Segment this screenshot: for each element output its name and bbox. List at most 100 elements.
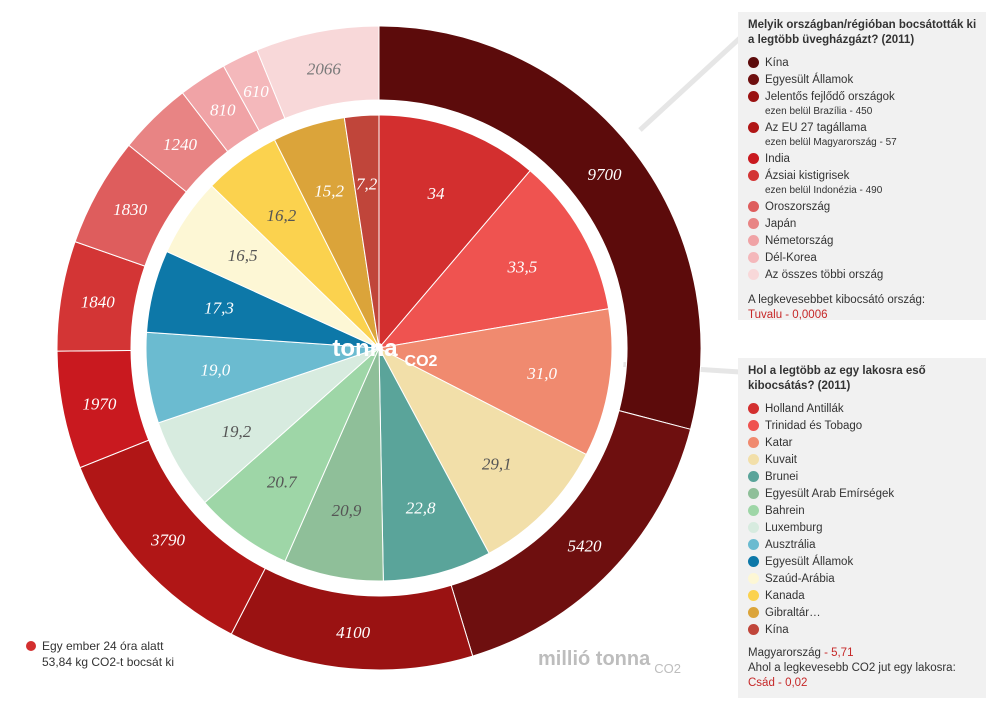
legend-bottom: Hol a legtöbb az egy lakosra eső kibocsá… bbox=[738, 358, 986, 698]
legend-bottom-item-label: Egyesült Arab Emírségek bbox=[765, 487, 895, 500]
inner-ring-slice-label: 17,3 bbox=[204, 299, 234, 318]
legend-top-note-value: Tuvalu - 0,0006 bbox=[748, 309, 828, 321]
outer-ring-slice-label: 1240 bbox=[163, 135, 198, 154]
legend-bottom-item: Holland Antillák bbox=[748, 400, 978, 417]
inner-ring-slice bbox=[377, 346, 587, 555]
legend-bottom-item-label: Trinidad és Tobago bbox=[765, 419, 863, 432]
legend-top-item: Az EU 27 tagállama bbox=[748, 119, 978, 136]
legend-top-swatch-icon bbox=[748, 235, 759, 246]
outer-ring-slice-label: 610 bbox=[243, 82, 269, 101]
legend-bottom-item-label: Luxemburg bbox=[765, 521, 823, 534]
legend-bottom-swatch-icon bbox=[748, 403, 759, 414]
legend-top-item-label: Kína bbox=[765, 56, 789, 69]
inner-ring-slice-label: 31,0 bbox=[526, 364, 557, 383]
outer-ring-slice-label: 9700 bbox=[588, 165, 623, 184]
inner-ring-slice-label: 19,0 bbox=[201, 360, 231, 379]
inner-ring: 34 33,5 31,0 29,1 22,8 20,9 20.7 19,2 19,0 17,3 16… bbox=[134, 103, 624, 593]
legend-top-items: Kína Egyesült Államok Jelentős fejlődő ors… bbox=[748, 54, 978, 283]
legend-top-item-sub: ezen belül Magyarország - 57 bbox=[765, 137, 897, 148]
legend-top-swatch-icon bbox=[748, 269, 759, 280]
legend-top-item-label: Németország bbox=[765, 234, 834, 247]
legend-top-item: Jelentős fejlődő országok bbox=[748, 88, 978, 105]
legend-top-note-label: A legkevesebbet kibocsátó ország: bbox=[748, 294, 926, 306]
footnote-dot-icon bbox=[26, 641, 36, 651]
legend-top-item: India bbox=[748, 150, 978, 167]
legend-bottom-item: Brunei bbox=[748, 468, 978, 485]
legend-bottom-item: Egyesült Államok bbox=[748, 553, 978, 570]
outer-ring-slice bbox=[378, 25, 702, 430]
legend-top-title: Melyik országban/régióban bocsátották ki… bbox=[748, 19, 977, 46]
inner-ring-slice-label: 7,2 bbox=[356, 174, 378, 193]
legend-top-swatch-icon bbox=[748, 91, 759, 102]
inner-ring-slice-label: 20,9 bbox=[332, 501, 362, 520]
inner-ring-slice-label: 16,5 bbox=[228, 246, 258, 265]
legend-top: Melyik országban/régióban bocsátották ki… bbox=[738, 12, 986, 321]
legend-top-swatch-icon bbox=[748, 57, 759, 68]
legend-top-item: Kína bbox=[748, 54, 978, 71]
legend-top-swatch-icon bbox=[748, 170, 759, 181]
inner-ring-slice-label: 20.7 bbox=[267, 472, 298, 491]
legend-bottom-item: Kína bbox=[748, 621, 978, 638]
legend-bottom-swatch-icon bbox=[748, 522, 759, 533]
legend-bottom-item: Ausztrália bbox=[748, 536, 978, 553]
legend-bottom-item: Bahrein bbox=[748, 502, 978, 519]
legend-bottom-swatch-icon bbox=[748, 590, 759, 601]
legend-bottom-swatch-icon bbox=[748, 420, 759, 431]
outer-unit-sub: CO2 bbox=[654, 661, 681, 676]
legend-bottom-swatch-icon bbox=[748, 454, 759, 465]
legend-top-item-label: Egyesült Államok bbox=[765, 73, 854, 86]
inner-ring-slice bbox=[343, 114, 380, 349]
inner-ring-slice-label: 16,2 bbox=[266, 206, 296, 225]
legend-top-item-label: India bbox=[765, 152, 790, 165]
legend-top-item-label: Jelentős fejlődő országok bbox=[765, 90, 895, 103]
legend-top-item: Németország bbox=[748, 232, 978, 249]
legend-bottom-item-label: Kanada bbox=[765, 589, 805, 602]
legend-bottom-swatch-icon bbox=[748, 488, 759, 499]
center-label-group: tonna CO2 bbox=[332, 335, 437, 370]
inner-ring-slice-label: 22,8 bbox=[406, 499, 436, 518]
outer-ring-slice-label: 5420 bbox=[568, 536, 603, 555]
legend-bottom-swatch-icon bbox=[748, 539, 759, 550]
legend-bottom-item: Katar bbox=[748, 434, 978, 451]
inner-ring-slice bbox=[377, 308, 613, 456]
legend-top-item-label: Az összes többi ország bbox=[765, 268, 884, 281]
footnote-text: Egy ember 24 óra alatt 53,84 kg CO2-t bo… bbox=[42, 639, 175, 669]
legend-bottom-swatch-icon bbox=[748, 505, 759, 516]
legend-bottom-note1: Magyarország - 5,71 bbox=[748, 646, 978, 661]
legend-top-swatch-icon bbox=[748, 218, 759, 229]
outer-ring-slice bbox=[256, 25, 380, 120]
center-label: tonna bbox=[332, 335, 398, 362]
outer-ring-slice-label: 2066 bbox=[307, 59, 342, 78]
inner-ring-slice-label: 29,1 bbox=[482, 455, 512, 474]
inner-ring-slice-label: 15,2 bbox=[314, 182, 344, 201]
legend-bottom-swatch-icon bbox=[748, 573, 759, 584]
legend-bottom-item-label: Katar bbox=[765, 436, 793, 449]
legend-bottom-swatch-icon bbox=[748, 471, 759, 482]
inner-ring-slice-label: 19,2 bbox=[221, 422, 251, 441]
inner-ring-slice bbox=[377, 169, 610, 349]
legend-bottom-swatch-icon bbox=[748, 437, 759, 448]
legend-bottom-note1-value: - 5,71 bbox=[820, 647, 854, 659]
outer-ring-slice-label: 1970 bbox=[82, 394, 117, 413]
legend-bottom-item-label: Gibraltár… bbox=[765, 606, 821, 619]
legend-bottom-item-label: Egyesült Államok bbox=[765, 555, 854, 568]
legend-bottom-item: Egyesült Arab Emírségek bbox=[748, 485, 978, 502]
center-label-sub: CO2 bbox=[405, 353, 438, 370]
legend-top-item: Egyesült Államok bbox=[748, 71, 978, 88]
legend-bottom-items: Holland Antillák Trinidad és Tobago Katar K… bbox=[748, 400, 978, 638]
legend-bottom-swatch-icon bbox=[748, 607, 759, 618]
legend-top-item-label: Dél-Korea bbox=[765, 251, 817, 264]
outer-unit-text: millió tonna bbox=[538, 648, 651, 670]
legend-top-swatch-icon bbox=[748, 201, 759, 212]
legend-top-swatch-icon bbox=[748, 74, 759, 85]
legend-top-swatch-icon bbox=[748, 252, 759, 263]
legend-top-connector bbox=[638, 36, 742, 132]
legend-bottom-item-label: Kína bbox=[765, 623, 789, 636]
legend-bottom-note2-value: Csád - 0,02 bbox=[748, 677, 808, 689]
legend-top-swatch-icon bbox=[748, 122, 759, 133]
inner-ring-slice-label: 34 bbox=[427, 184, 446, 203]
legend-top-item-label: Ázsiai kistigrisek bbox=[765, 169, 850, 182]
legend-bottom-swatch-icon bbox=[748, 624, 759, 635]
outer-ring-slice-label: 3790 bbox=[150, 531, 186, 550]
inner-ring-slice bbox=[378, 347, 490, 582]
